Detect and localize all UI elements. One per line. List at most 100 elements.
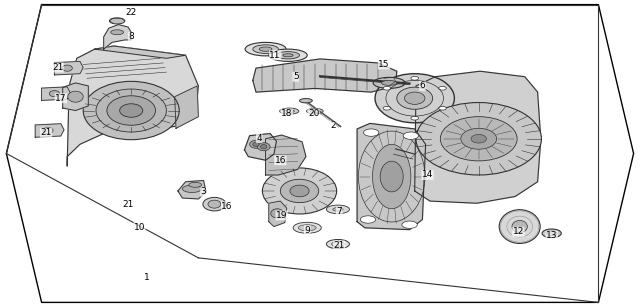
- Ellipse shape: [49, 91, 60, 97]
- Text: 21: 21: [333, 241, 345, 250]
- Text: 18: 18: [281, 109, 292, 118]
- Ellipse shape: [381, 80, 397, 85]
- Ellipse shape: [373, 77, 405, 88]
- Ellipse shape: [333, 208, 343, 211]
- Ellipse shape: [260, 145, 267, 149]
- Ellipse shape: [109, 18, 125, 24]
- Ellipse shape: [96, 89, 166, 132]
- Text: 8: 8: [129, 32, 134, 41]
- Text: 21: 21: [52, 63, 63, 72]
- Text: 9: 9: [305, 226, 310, 235]
- Polygon shape: [178, 181, 206, 199]
- Ellipse shape: [547, 231, 557, 235]
- Ellipse shape: [83, 81, 179, 140]
- Text: 6: 6: [420, 81, 425, 91]
- Polygon shape: [357, 123, 426, 230]
- Ellipse shape: [262, 168, 337, 214]
- Circle shape: [383, 106, 391, 110]
- Ellipse shape: [416, 103, 541, 175]
- Text: 3: 3: [201, 187, 206, 196]
- Ellipse shape: [43, 127, 53, 134]
- Text: 16: 16: [221, 202, 233, 211]
- Ellipse shape: [253, 142, 259, 146]
- Ellipse shape: [404, 92, 425, 104]
- Text: 1: 1: [145, 273, 150, 282]
- Polygon shape: [42, 87, 70, 100]
- Ellipse shape: [284, 110, 294, 113]
- Text: 14: 14: [422, 170, 433, 180]
- Circle shape: [411, 116, 419, 120]
- Ellipse shape: [440, 117, 517, 161]
- Ellipse shape: [397, 87, 433, 109]
- Circle shape: [383, 87, 391, 90]
- Ellipse shape: [298, 225, 316, 231]
- Ellipse shape: [332, 242, 344, 247]
- Ellipse shape: [107, 96, 156, 125]
- Text: 17: 17: [55, 94, 67, 103]
- Circle shape: [438, 107, 446, 110]
- Circle shape: [411, 76, 419, 80]
- Text: 20: 20: [308, 109, 319, 118]
- Ellipse shape: [120, 104, 143, 117]
- Polygon shape: [244, 134, 276, 160]
- Ellipse shape: [402, 221, 417, 228]
- Ellipse shape: [280, 179, 319, 203]
- Ellipse shape: [512, 220, 527, 233]
- Polygon shape: [35, 124, 64, 137]
- Text: 7: 7: [337, 207, 342, 216]
- Ellipse shape: [310, 110, 319, 113]
- Ellipse shape: [189, 182, 202, 187]
- Ellipse shape: [307, 108, 323, 114]
- Ellipse shape: [542, 229, 561, 238]
- Ellipse shape: [182, 185, 202, 192]
- Ellipse shape: [208, 200, 221, 208]
- Ellipse shape: [283, 54, 293, 57]
- Ellipse shape: [326, 239, 349, 249]
- Ellipse shape: [259, 47, 272, 51]
- Text: 2: 2: [330, 121, 335, 130]
- Text: 16: 16: [275, 156, 286, 165]
- Ellipse shape: [111, 30, 124, 35]
- Ellipse shape: [461, 128, 497, 149]
- Ellipse shape: [280, 108, 299, 114]
- Polygon shape: [104, 25, 131, 49]
- Text: 21: 21: [122, 200, 134, 209]
- Circle shape: [438, 87, 446, 90]
- Ellipse shape: [62, 65, 72, 71]
- Polygon shape: [67, 46, 198, 166]
- Text: 15: 15: [378, 60, 390, 69]
- Text: 4: 4: [257, 134, 262, 143]
- Ellipse shape: [403, 132, 419, 139]
- Polygon shape: [63, 83, 88, 111]
- Ellipse shape: [372, 144, 411, 209]
- Ellipse shape: [68, 91, 83, 102]
- Ellipse shape: [271, 209, 284, 218]
- Polygon shape: [54, 61, 83, 75]
- Ellipse shape: [471, 134, 486, 143]
- Ellipse shape: [293, 222, 321, 233]
- Ellipse shape: [269, 49, 307, 61]
- Polygon shape: [415, 71, 541, 203]
- Text: 22: 22: [125, 8, 137, 17]
- Text: 12: 12: [513, 227, 524, 236]
- Ellipse shape: [276, 52, 300, 59]
- Ellipse shape: [250, 140, 262, 148]
- Polygon shape: [175, 86, 198, 128]
- Ellipse shape: [360, 216, 376, 223]
- Text: 11: 11: [269, 51, 281, 60]
- Text: 13: 13: [546, 231, 557, 240]
- Polygon shape: [253, 59, 397, 92]
- Text: 10: 10: [134, 223, 145, 232]
- Polygon shape: [95, 46, 186, 58]
- Ellipse shape: [290, 185, 309, 197]
- Ellipse shape: [245, 42, 286, 56]
- Ellipse shape: [364, 129, 379, 136]
- Text: 5: 5: [293, 72, 298, 81]
- Polygon shape: [269, 201, 287, 227]
- Ellipse shape: [300, 99, 312, 103]
- Polygon shape: [266, 135, 306, 175]
- Ellipse shape: [375, 74, 454, 123]
- Ellipse shape: [380, 161, 403, 192]
- Ellipse shape: [253, 45, 278, 53]
- Ellipse shape: [257, 143, 270, 151]
